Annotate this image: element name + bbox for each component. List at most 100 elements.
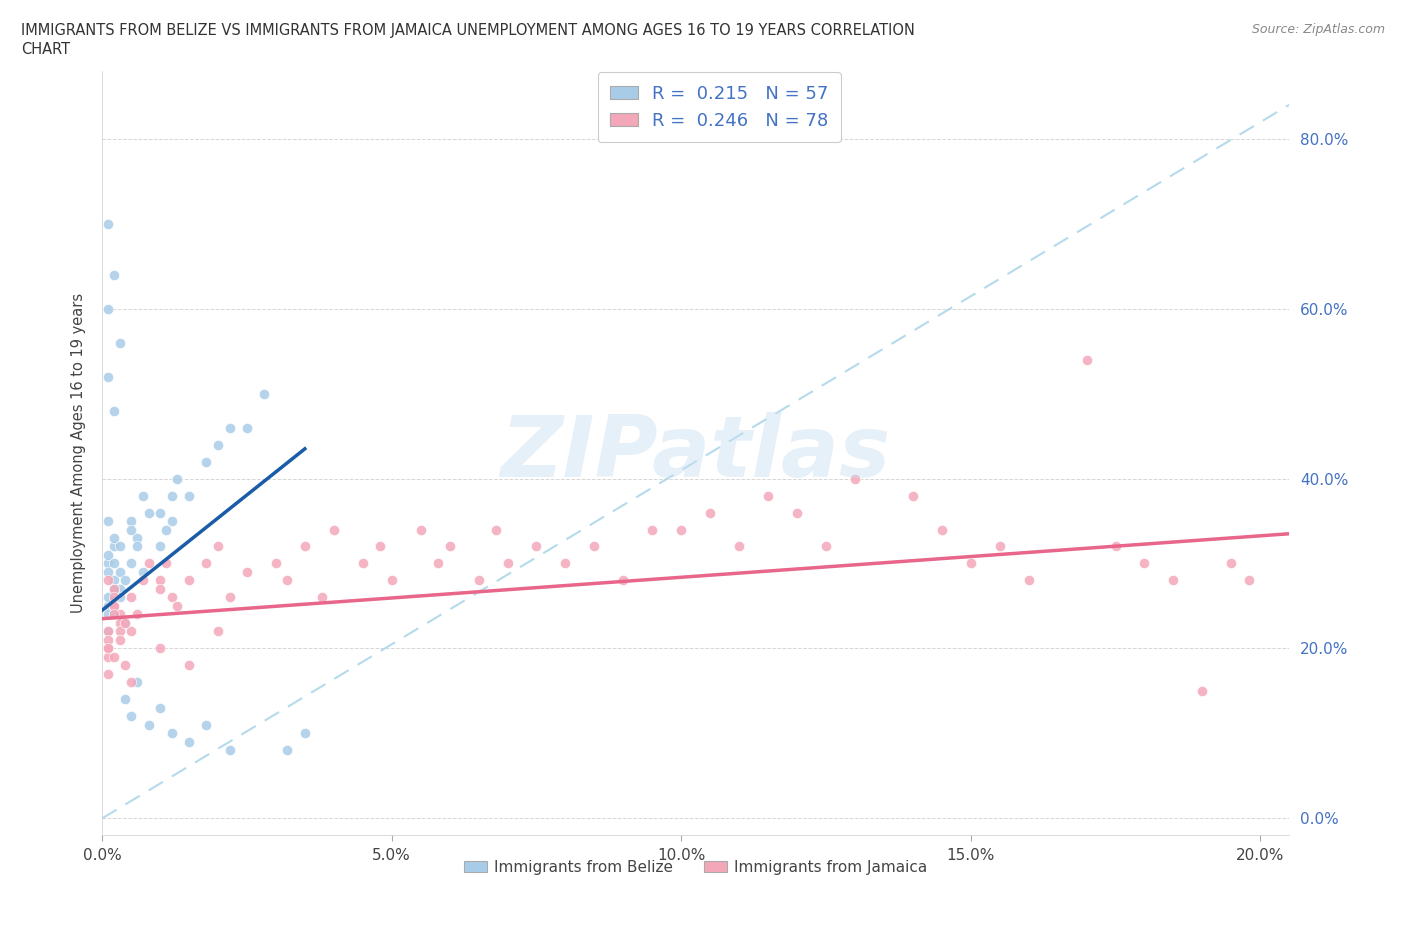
Point bbox=[108, 632, 131, 647]
Point bbox=[114, 573, 136, 588]
Point bbox=[1018, 573, 1040, 588]
Point bbox=[786, 505, 808, 520]
Point bbox=[496, 556, 519, 571]
Point bbox=[195, 454, 218, 469]
Point bbox=[138, 717, 160, 732]
Point bbox=[439, 539, 461, 554]
Point bbox=[149, 539, 172, 554]
Point bbox=[114, 616, 136, 631]
Point bbox=[103, 267, 125, 282]
Point bbox=[103, 607, 125, 622]
Point bbox=[1163, 573, 1185, 588]
Point bbox=[114, 616, 136, 631]
Point bbox=[207, 624, 229, 639]
Point bbox=[959, 556, 981, 571]
Point bbox=[218, 420, 240, 435]
Point bbox=[583, 539, 606, 554]
Point bbox=[294, 726, 316, 741]
Point bbox=[97, 301, 120, 316]
Point bbox=[97, 573, 120, 588]
Point bbox=[311, 590, 333, 604]
Point bbox=[97, 624, 120, 639]
Point bbox=[120, 675, 142, 690]
Point bbox=[97, 369, 120, 384]
Point bbox=[120, 624, 142, 639]
Point bbox=[108, 607, 131, 622]
Point bbox=[160, 726, 183, 741]
Point bbox=[103, 556, 125, 571]
Point bbox=[138, 556, 160, 571]
Point bbox=[97, 599, 120, 614]
Point bbox=[218, 590, 240, 604]
Point bbox=[195, 717, 218, 732]
Point bbox=[108, 616, 131, 631]
Point bbox=[155, 556, 177, 571]
Point bbox=[97, 607, 120, 622]
Point bbox=[294, 539, 316, 554]
Point bbox=[207, 437, 229, 452]
Point bbox=[352, 556, 374, 571]
Point bbox=[125, 530, 148, 545]
Point bbox=[149, 505, 172, 520]
Text: IMMIGRANTS FROM BELIZE VS IMMIGRANTS FROM JAMAICA UNEMPLOYMENT AMONG AGES 16 TO : IMMIGRANTS FROM BELIZE VS IMMIGRANTS FRO… bbox=[21, 23, 915, 38]
Point bbox=[108, 590, 131, 604]
Legend: Immigrants from Belize, Immigrants from Jamaica: Immigrants from Belize, Immigrants from … bbox=[457, 854, 934, 882]
Point bbox=[125, 607, 148, 622]
Point bbox=[236, 420, 259, 435]
Point bbox=[132, 565, 155, 579]
Point bbox=[103, 581, 125, 596]
Text: CHART: CHART bbox=[21, 42, 70, 57]
Point bbox=[97, 590, 120, 604]
Point bbox=[103, 607, 125, 622]
Point bbox=[612, 573, 634, 588]
Point bbox=[132, 488, 155, 503]
Point bbox=[467, 573, 489, 588]
Point bbox=[1133, 556, 1156, 571]
Point bbox=[166, 599, 188, 614]
Point bbox=[97, 217, 120, 232]
Point bbox=[368, 539, 391, 554]
Point bbox=[177, 573, 200, 588]
Point bbox=[485, 522, 508, 537]
Point bbox=[103, 599, 125, 614]
Point bbox=[554, 556, 576, 571]
Point bbox=[814, 539, 837, 554]
Point bbox=[103, 403, 125, 418]
Point bbox=[103, 599, 125, 614]
Point bbox=[322, 522, 344, 537]
Text: Source: ZipAtlas.com: Source: ZipAtlas.com bbox=[1251, 23, 1385, 36]
Point bbox=[103, 649, 125, 664]
Point bbox=[108, 539, 131, 554]
Point bbox=[149, 700, 172, 715]
Point bbox=[120, 590, 142, 604]
Point bbox=[149, 641, 172, 656]
Point bbox=[97, 513, 120, 528]
Point bbox=[149, 581, 172, 596]
Point bbox=[103, 590, 125, 604]
Point bbox=[97, 556, 120, 571]
Point bbox=[988, 539, 1011, 554]
Point bbox=[253, 386, 276, 401]
Point bbox=[264, 556, 287, 571]
Point bbox=[108, 581, 131, 596]
Point bbox=[207, 539, 229, 554]
Text: ZIPatlas: ZIPatlas bbox=[501, 412, 891, 495]
Point bbox=[728, 539, 751, 554]
Point bbox=[218, 743, 240, 758]
Point bbox=[526, 539, 548, 554]
Point bbox=[276, 573, 298, 588]
Point bbox=[160, 488, 183, 503]
Point bbox=[409, 522, 432, 537]
Point bbox=[97, 624, 120, 639]
Point bbox=[671, 522, 693, 537]
Point bbox=[97, 565, 120, 579]
Point bbox=[381, 573, 404, 588]
Point bbox=[138, 505, 160, 520]
Point bbox=[177, 488, 200, 503]
Point bbox=[108, 565, 131, 579]
Point bbox=[103, 530, 125, 545]
Y-axis label: Unemployment Among Ages 16 to 19 years: Unemployment Among Ages 16 to 19 years bbox=[72, 293, 86, 613]
Point bbox=[160, 513, 183, 528]
Point bbox=[1220, 556, 1243, 571]
Point bbox=[114, 692, 136, 707]
